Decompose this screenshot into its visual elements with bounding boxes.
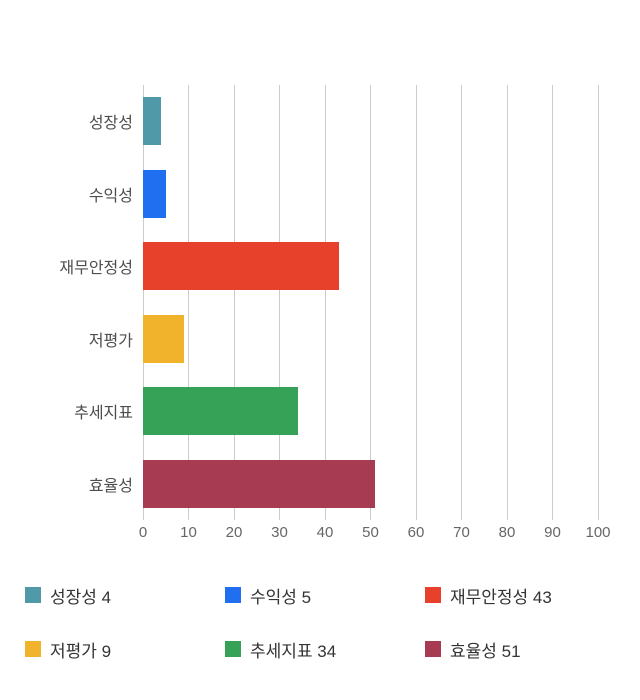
x-axis: 0 10 20 30 40 50 60 70 80 90 100 xyxy=(139,524,611,546)
category-label: 성장성 xyxy=(88,115,133,133)
legend-item: 성장성 4 xyxy=(25,584,225,607)
bar-track xyxy=(143,230,598,303)
legend-item: 효율성 51 xyxy=(425,638,625,661)
gridline xyxy=(415,85,417,520)
x-tick-label: 50 xyxy=(362,524,379,541)
legend-label: 수익성 5 xyxy=(250,587,312,607)
bar-track xyxy=(143,375,598,448)
legend-swatch xyxy=(425,587,441,603)
x-tick-label: 20 xyxy=(225,524,243,541)
x-tick-label: 90 xyxy=(544,524,561,541)
legend-item: 저평가 9 xyxy=(25,638,225,661)
gridline xyxy=(188,85,189,520)
bar xyxy=(143,97,162,146)
legend: 성장성 4 수익성 5 재무안정성 43 저평가 9 추세지표 34 효율성 51 xyxy=(25,584,625,661)
category-label: 저평가 xyxy=(88,332,133,350)
bar-row: 효율성 xyxy=(0,448,640,521)
legend-swatch xyxy=(225,587,241,603)
legend-label: 성장성 4 xyxy=(50,587,112,607)
bar-track xyxy=(143,303,598,376)
gridline xyxy=(506,85,508,520)
bar-track xyxy=(143,85,598,158)
gridline xyxy=(279,85,280,520)
category-label: 추세지표 xyxy=(74,405,133,423)
bar-row: 성장성 xyxy=(0,85,640,158)
bar xyxy=(143,242,339,291)
category-label: 재무안정성 xyxy=(59,260,133,278)
gridline xyxy=(461,85,462,520)
x-tick-label: 30 xyxy=(271,524,288,541)
x-tick-label: 0 xyxy=(138,524,148,541)
x-tick-label: 10 xyxy=(180,524,197,541)
bar xyxy=(143,387,298,436)
bar-track xyxy=(143,158,598,231)
legend-swatch xyxy=(225,641,241,657)
bar-row: 재무안정성 xyxy=(0,230,640,303)
x-tick-label: 40 xyxy=(316,524,334,541)
gridline xyxy=(233,85,235,520)
bar-row: 추세지표 xyxy=(0,375,640,448)
legend-swatch xyxy=(25,587,41,603)
legend-item: 재무안정성 43 xyxy=(425,584,625,607)
legend-label: 저평가 9 xyxy=(50,641,112,661)
category-label: 효율성 xyxy=(88,477,133,495)
legend-swatch xyxy=(425,641,441,657)
gridlines xyxy=(142,85,599,520)
bar xyxy=(143,169,166,218)
bar xyxy=(143,459,376,508)
legend-label: 재무안정성 43 xyxy=(450,587,552,607)
gridline xyxy=(552,85,553,520)
gridline xyxy=(370,85,371,520)
legend-label: 추세지표 34 xyxy=(250,641,337,661)
gridline xyxy=(324,85,326,520)
bar xyxy=(143,314,184,363)
gridline xyxy=(597,85,599,520)
legend-swatch xyxy=(25,641,41,657)
legend-label: 효율성 51 xyxy=(450,641,521,661)
bar-track xyxy=(143,448,598,521)
bar-row: 저평가 xyxy=(0,303,640,376)
x-tick-label: 100 xyxy=(585,524,611,541)
x-tick-label: 60 xyxy=(407,524,425,541)
x-tick-label: 80 xyxy=(498,524,516,541)
gridline xyxy=(142,85,144,520)
bar-row: 수익성 xyxy=(0,158,640,231)
legend-item: 수익성 5 xyxy=(225,584,425,607)
x-tick-label: 70 xyxy=(453,524,470,541)
legend-item: 추세지표 34 xyxy=(225,638,425,661)
category-label: 수익성 xyxy=(88,187,133,205)
